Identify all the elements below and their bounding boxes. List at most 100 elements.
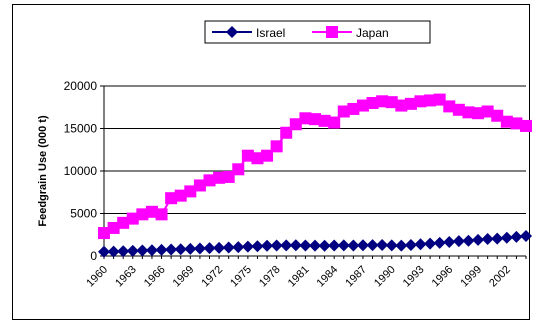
- data-point: [356, 99, 369, 112]
- legend-label: Japan: [356, 26, 389, 40]
- y-tick-label: 15000: [64, 122, 98, 136]
- data-point: [500, 231, 513, 244]
- x-tick-label: 1978: [257, 264, 283, 290]
- x-tick-label: 1981: [286, 264, 312, 290]
- gridlines: [104, 85, 526, 214]
- series: [98, 93, 532, 258]
- data-point: [366, 239, 379, 252]
- data-point: [145, 205, 158, 218]
- x-tick-label: 1963: [113, 264, 139, 290]
- data-point: [174, 189, 187, 202]
- data-point: [213, 171, 226, 184]
- x-tick-label: 1972: [199, 264, 225, 290]
- data-point: [270, 140, 283, 153]
- data-point: [443, 235, 456, 248]
- data-point: [376, 95, 389, 108]
- data-point: [232, 241, 245, 254]
- x-tick-label: 1969: [171, 264, 197, 290]
- data-point: [299, 239, 312, 252]
- x-tick-label: 1990: [372, 264, 398, 290]
- data-point: [289, 118, 302, 131]
- legend-item: Israel: [212, 26, 285, 40]
- data-point: [174, 243, 187, 256]
- data-point: [414, 238, 427, 251]
- data-point: [424, 237, 437, 250]
- x-tick-label: 1966: [142, 264, 168, 290]
- x-tick-label: 1993: [401, 264, 427, 290]
- data-point: [356, 239, 369, 252]
- data-point: [347, 102, 360, 115]
- data-point: [222, 241, 235, 254]
- data-point: [491, 109, 504, 122]
- data-point: [414, 95, 427, 108]
- data-point: [404, 97, 417, 110]
- axes: [100, 85, 527, 259]
- data-point: [481, 233, 494, 245]
- data-point: [155, 208, 168, 221]
- data-point: [452, 103, 465, 116]
- data-point: [510, 230, 523, 243]
- data-point: [126, 244, 139, 257]
- legend-marker: [226, 26, 238, 38]
- data-point: [452, 235, 465, 248]
- legend-item: Japan: [312, 26, 389, 40]
- data-point: [280, 126, 293, 139]
- data-point: [261, 239, 274, 252]
- data-point: [126, 212, 139, 225]
- data-point: [337, 105, 350, 118]
- data-point: [117, 245, 130, 258]
- data-point: [155, 243, 168, 256]
- data-point: [309, 239, 321, 252]
- data-point: [165, 192, 178, 205]
- data-point: [184, 185, 197, 198]
- data-point: [184, 242, 197, 255]
- x-tick-label: 1960: [84, 264, 110, 290]
- x-tick-label: 2002: [487, 264, 513, 290]
- data-point: [443, 100, 456, 113]
- data-point: [193, 179, 206, 192]
- data-point: [491, 232, 504, 245]
- x-tick-label: 1975: [228, 264, 254, 290]
- x-tick-label: 1987: [343, 264, 369, 290]
- data-point: [241, 149, 254, 162]
- y-tick-labels: 0 5000 10000 15000 20000: [64, 79, 98, 263]
- data-point: [232, 163, 245, 176]
- data-point: [203, 242, 216, 255]
- data-point: [433, 93, 446, 106]
- data-point: [261, 149, 274, 162]
- x-tick-label: 1999: [458, 264, 484, 290]
- data-point: [500, 115, 513, 128]
- data-point: [520, 230, 532, 243]
- data-point: [251, 152, 264, 165]
- data-point: [222, 170, 235, 183]
- data-point: [385, 239, 398, 252]
- y-axis-label: Feedgrain Use (000 t): [37, 115, 49, 227]
- data-point: [136, 244, 149, 257]
- data-point: [520, 119, 532, 132]
- data-point: [289, 239, 302, 252]
- data-point: [98, 245, 110, 258]
- data-point: [462, 234, 475, 247]
- data-point: [145, 244, 158, 257]
- data-point: [165, 243, 178, 256]
- data-point: [395, 99, 408, 112]
- data-point: [299, 112, 312, 125]
- data-point: [337, 239, 350, 252]
- y-tick-label: 10000: [64, 164, 98, 178]
- data-point: [117, 216, 130, 229]
- x-tick-labels: 1960 1963 1966 1969 1972 1975 1978 1981 1984 1987…: [84, 264, 513, 290]
- data-point: [251, 240, 264, 253]
- data-point: [510, 117, 523, 130]
- legend-marker: [326, 26, 338, 38]
- data-point: [203, 174, 216, 187]
- series-japan: [98, 93, 532, 240]
- y-tick-label: 0: [90, 249, 97, 263]
- series-israel: [98, 230, 532, 258]
- data-point: [193, 242, 206, 255]
- data-point: [385, 96, 398, 109]
- data-point: [280, 239, 293, 252]
- data-point: [347, 239, 360, 252]
- x-tick-label: 1984: [315, 264, 341, 290]
- data-point: [462, 106, 475, 119]
- legend-label: Israel: [256, 26, 285, 40]
